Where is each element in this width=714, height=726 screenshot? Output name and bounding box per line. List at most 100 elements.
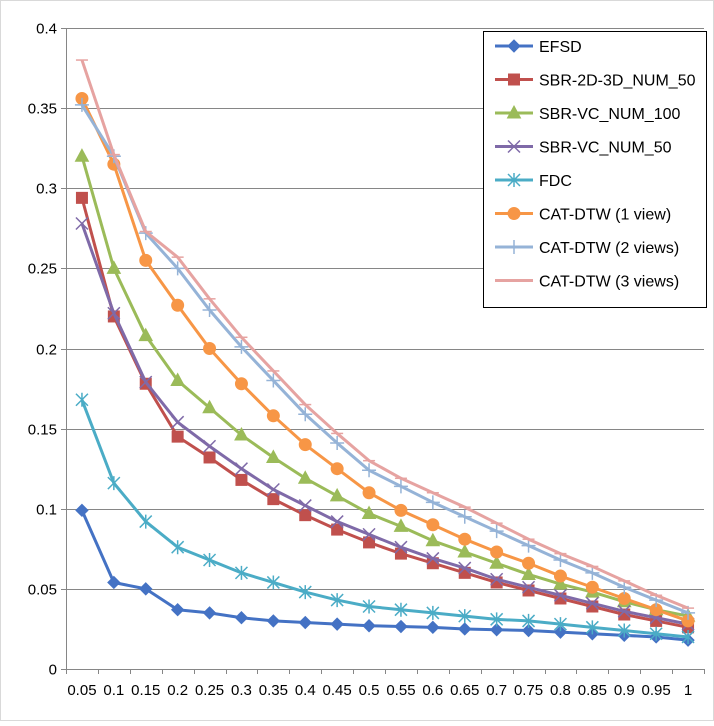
series-line: [80, 222, 689, 626]
data-point: [266, 449, 281, 463]
data-point: [266, 409, 280, 423]
data-point: [522, 613, 536, 628]
x-tick-label: 0.2: [167, 682, 188, 699]
data-point: [363, 536, 376, 549]
data-point: [266, 373, 281, 388]
x-tick-label: 0.3: [231, 682, 252, 699]
data-point: [331, 523, 344, 536]
data-point: [234, 565, 248, 580]
data-point: [426, 605, 440, 620]
data-point: [553, 588, 567, 602]
data-point: [330, 593, 344, 608]
data-point: [266, 614, 281, 628]
data-point: [266, 575, 280, 590]
data-point: [426, 518, 440, 532]
y-tick-label: 0.3: [36, 181, 57, 198]
data-point: [426, 551, 440, 565]
data-point: [234, 462, 248, 476]
data-point: [170, 261, 185, 276]
data-point: [618, 608, 631, 621]
data-point: [490, 576, 503, 589]
data-point: [139, 582, 153, 596]
y-tick-label: 0.15: [28, 422, 57, 439]
series-cat-dtw-3-views: [75, 59, 695, 610]
data-point: [425, 495, 440, 510]
data-point: [489, 524, 504, 539]
data-point: [298, 499, 312, 513]
x-tick-label: 1: [684, 682, 692, 699]
data-point: [425, 532, 441, 547]
data-point: [329, 487, 345, 502]
data-point: [362, 527, 376, 541]
y-axis-ticks: 0 0.05 0.1 0.15 0.2 0.25 0.3 0.35 0.4: [28, 21, 66, 679]
data-point: [74, 148, 90, 162]
series-line: [80, 59, 689, 610]
data-point: [139, 375, 153, 389]
series-group: [74, 59, 696, 647]
data-point: [522, 584, 535, 597]
data-point: [138, 327, 154, 342]
legend-item: EFSD: [495, 39, 582, 56]
data-point: [553, 576, 568, 590]
x-tick-label: 0.95: [642, 682, 671, 699]
data-point: [234, 426, 249, 441]
data-point: [75, 191, 88, 204]
data-point: [298, 585, 312, 600]
data-point: [202, 606, 217, 620]
x-tick-label: 0.1: [103, 682, 124, 699]
series-cat-dtw-1-view: [75, 92, 695, 628]
data-point: [521, 623, 536, 638]
data-point: [330, 617, 344, 631]
legend-swatch-marker: [507, 139, 521, 154]
y-tick-label: 0.1: [36, 502, 57, 519]
data-point: [522, 556, 536, 570]
y-tick-label: 0: [49, 662, 57, 679]
data-point: [170, 372, 185, 387]
data-point: [75, 216, 89, 231]
data-point: [393, 479, 408, 494]
data-point: [490, 572, 504, 586]
series-fdc: [75, 392, 695, 644]
data-point: [361, 505, 377, 520]
legend-item: CAT-DTW (3 views): [495, 274, 679, 291]
data-point: [297, 470, 313, 484]
data-point: [394, 619, 408, 634]
series-line: [80, 104, 689, 615]
data-point: [298, 615, 312, 630]
data-point: [362, 619, 376, 633]
x-tick-label: 0.6: [422, 682, 443, 699]
legend-swatch-marker: [507, 207, 521, 220]
data-point: [553, 553, 568, 568]
data-point: [585, 620, 599, 635]
legend-swatch-marker: [506, 104, 522, 119]
data-point: [394, 503, 408, 517]
y-tick-label: 0.2: [36, 342, 57, 359]
x-tick-label: 0.7: [486, 682, 507, 699]
legend-swatch-marker: [507, 240, 521, 254]
legend-label: CAT-DTW (2 views): [539, 240, 679, 257]
x-tick-label: 0.8: [550, 682, 571, 699]
data-point: [75, 503, 89, 518]
data-point: [489, 623, 504, 637]
data-point: [490, 545, 504, 559]
x-tick-label: 0.9: [614, 682, 635, 699]
data-point: [235, 473, 248, 486]
data-point: [139, 514, 153, 529]
y-tick-label: 0.05: [28, 582, 57, 599]
data-point: [298, 438, 312, 452]
data-point: [554, 592, 567, 605]
y-tick-label: 0.4: [36, 21, 57, 38]
data-point: [457, 509, 472, 524]
data-point: [362, 599, 376, 614]
data-point: [234, 377, 248, 391]
data-point: [299, 509, 312, 522]
data-point: [458, 532, 472, 546]
data-point: [521, 566, 536, 580]
x-tick-label: 0.35: [259, 682, 288, 699]
x-tick-label: 0.05: [67, 682, 96, 699]
data-point: [171, 540, 185, 555]
data-point: [139, 253, 153, 267]
data-point: [617, 591, 631, 605]
